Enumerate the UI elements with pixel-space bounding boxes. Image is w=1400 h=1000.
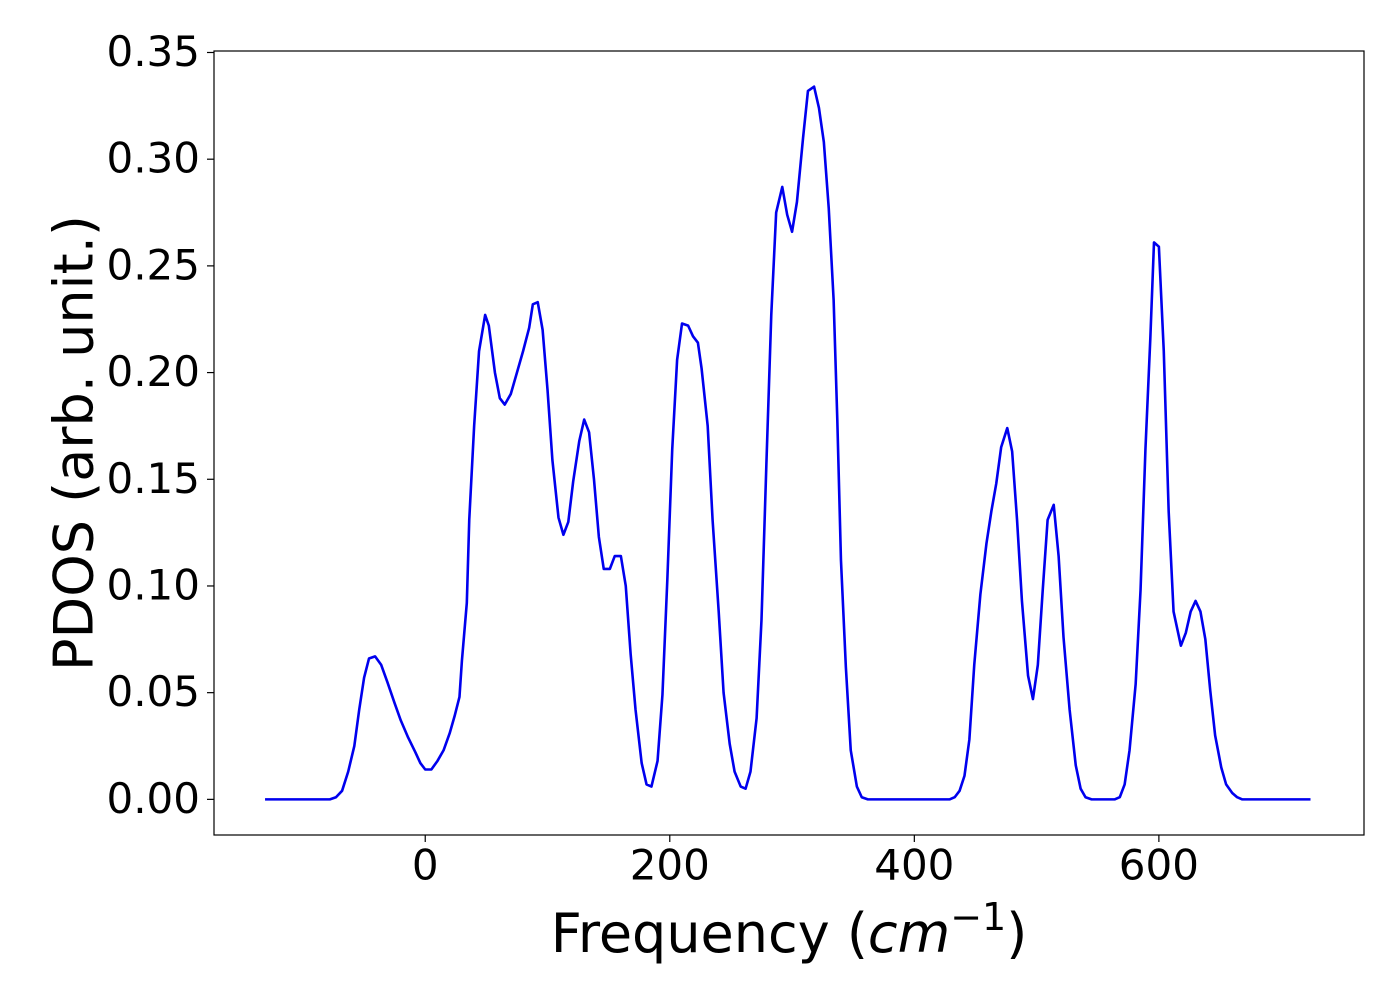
plot-frame xyxy=(213,50,1365,836)
y-tick-label: 0.00 xyxy=(106,774,200,823)
x-tick-label: 200 xyxy=(630,841,710,890)
y-tick-label: 0.10 xyxy=(106,560,200,609)
y-tick-label: 0.35 xyxy=(106,27,200,76)
x-axis-label: Frequency (cm−1) xyxy=(551,895,1028,965)
y-tick-label: 0.25 xyxy=(106,240,200,289)
y-tick-label: 0.05 xyxy=(106,667,200,716)
y-axis-label: PDOS (arb. unit.) xyxy=(43,215,106,671)
x-tick-label: 400 xyxy=(874,841,954,890)
x-tick-label: 600 xyxy=(1119,841,1199,890)
data-line xyxy=(265,85,1311,801)
y-tick-label: 0.30 xyxy=(106,134,200,183)
y-tick-label: 0.20 xyxy=(106,347,200,396)
x-tick-label: 0 xyxy=(412,841,439,890)
y-tick-label: 0.15 xyxy=(106,454,200,503)
